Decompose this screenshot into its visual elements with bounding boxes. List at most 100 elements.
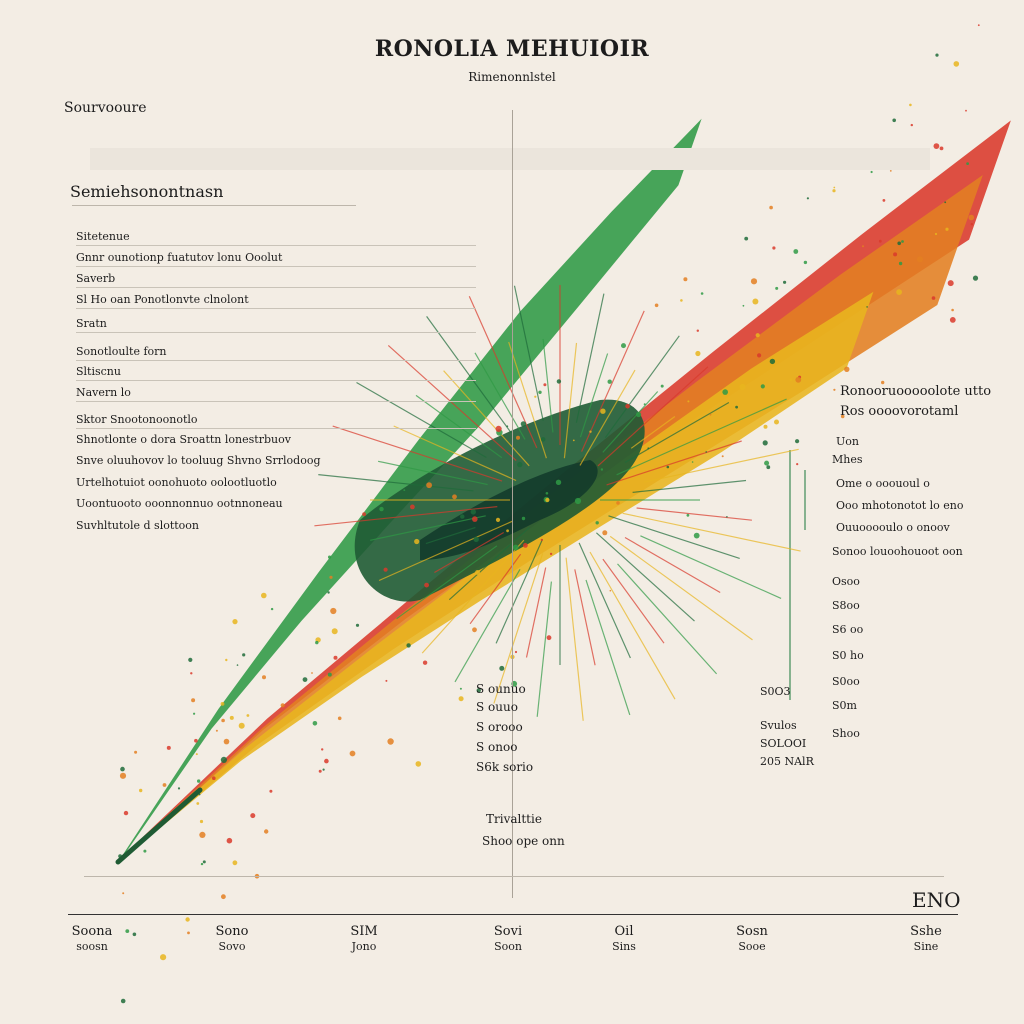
splash-dot: [760, 384, 765, 389]
splash-ray: [565, 557, 584, 721]
splash-dot: [735, 405, 738, 409]
splash-ray: [595, 532, 695, 622]
splash-dot: [330, 607, 337, 615]
splash-dot: [220, 702, 225, 706]
splash-dot: [327, 672, 332, 677]
splash-dot: [385, 679, 388, 682]
splash-dot: [512, 544, 519, 551]
splash-ray: [606, 440, 742, 486]
right-label: Ooo mhotonotot lo eno: [836, 499, 964, 512]
splash-dot: [190, 672, 193, 675]
splash-dot: [933, 143, 940, 150]
splash-ray: [563, 342, 578, 459]
splash-dot: [337, 716, 342, 721]
splash-dot: [739, 383, 746, 391]
splash-dot: [589, 430, 592, 433]
splash-ray: [579, 369, 636, 466]
splash-dot: [968, 214, 975, 221]
splash-dot: [120, 766, 125, 772]
tail-stroke: [115, 787, 203, 865]
splash-dot: [426, 482, 432, 489]
row-label: Saverb: [76, 272, 116, 285]
splash-dot: [321, 748, 324, 751]
splash-dot: [187, 931, 190, 935]
axis-end-label: ENO: [912, 888, 961, 912]
center-note-sub: Shoo ope onn: [482, 834, 565, 848]
splash-dot: [666, 465, 670, 469]
splash-dot: [935, 53, 939, 57]
splash-dot: [882, 199, 886, 202]
splash-ray: [640, 535, 782, 599]
row-guide-line: [76, 287, 476, 288]
splash-dot: [793, 249, 799, 254]
splash-dot: [470, 509, 476, 515]
splash-dot: [744, 236, 749, 241]
row-guide-line: [76, 245, 476, 246]
splash-dot: [705, 451, 707, 453]
splash-dot: [226, 837, 233, 844]
splash-ray: [387, 344, 517, 461]
splash-dot: [896, 289, 902, 295]
splash-dot: [892, 118, 896, 123]
row-guide-line: [76, 401, 476, 402]
splash-dot: [763, 424, 768, 429]
splash-dot: [232, 619, 238, 625]
splash-dot: [452, 494, 457, 500]
splash-dot: [945, 227, 949, 231]
splash-ray: [616, 398, 787, 476]
x-tick-sublabel: Sine: [913, 940, 939, 953]
splash-dot: [795, 376, 802, 383]
right-label: Osoo: [832, 575, 860, 588]
row-label: Sl Ho oan Ponotlonvte clnolont: [76, 293, 249, 306]
splash-ray: [624, 536, 721, 594]
splash-dot: [545, 497, 550, 503]
row-label: Shnotlonte o dora Sroattn lonestrbuov: [76, 433, 291, 446]
splash-dot: [476, 688, 481, 693]
series-yellow-area: [119, 291, 874, 862]
splash-dot: [660, 384, 664, 388]
splash-dot: [549, 552, 553, 556]
splash-dot: [312, 721, 318, 726]
splash-dot: [600, 408, 606, 414]
splash-ray: [513, 285, 544, 421]
splash-dot: [889, 170, 892, 172]
splash-dot: [934, 232, 938, 236]
splash-dot: [197, 779, 201, 783]
splash-dot: [625, 403, 630, 409]
splash-dot: [202, 860, 206, 864]
splash-dot: [196, 802, 200, 805]
right-label: Ome o ooououl o: [836, 477, 930, 490]
splash-dot: [722, 389, 728, 395]
splash-ray: [622, 512, 801, 552]
row-label: Sitetenue: [76, 230, 130, 243]
splash-dot: [123, 810, 129, 816]
inner-label: S6k sorio: [476, 760, 534, 774]
splash-dot: [160, 954, 167, 961]
splash-dot: [538, 390, 542, 394]
splash-dot: [473, 536, 479, 542]
x-axis-line: [68, 914, 958, 915]
right-heading: Ronooruooooolote utto: [840, 384, 992, 399]
splash-dot: [269, 789, 273, 793]
splash-dot: [120, 998, 126, 1004]
splash-dot: [311, 672, 313, 674]
splash-ray: [574, 569, 596, 666]
splash-ray: [597, 366, 709, 467]
splash-dot: [972, 275, 979, 281]
splash-dot: [643, 403, 646, 406]
splash-dot: [953, 61, 960, 67]
right-label: S6 oo: [832, 623, 864, 636]
splash-dot: [939, 146, 944, 151]
center-divider: [512, 110, 513, 898]
splash-dot: [315, 640, 319, 645]
splash-dot: [318, 769, 322, 773]
x-tick-sublabel: Soon: [494, 940, 522, 953]
splash-dot: [177, 787, 181, 790]
inner-label: S onoo: [476, 740, 518, 754]
splash-dot: [139, 788, 143, 793]
row-label: Urtelhotuiot oonohuoto oolootluotlo: [76, 476, 277, 489]
splash-dot: [349, 750, 356, 757]
splash-dot: [516, 435, 520, 440]
splash-dot: [199, 831, 206, 839]
splash-dot: [200, 862, 204, 866]
